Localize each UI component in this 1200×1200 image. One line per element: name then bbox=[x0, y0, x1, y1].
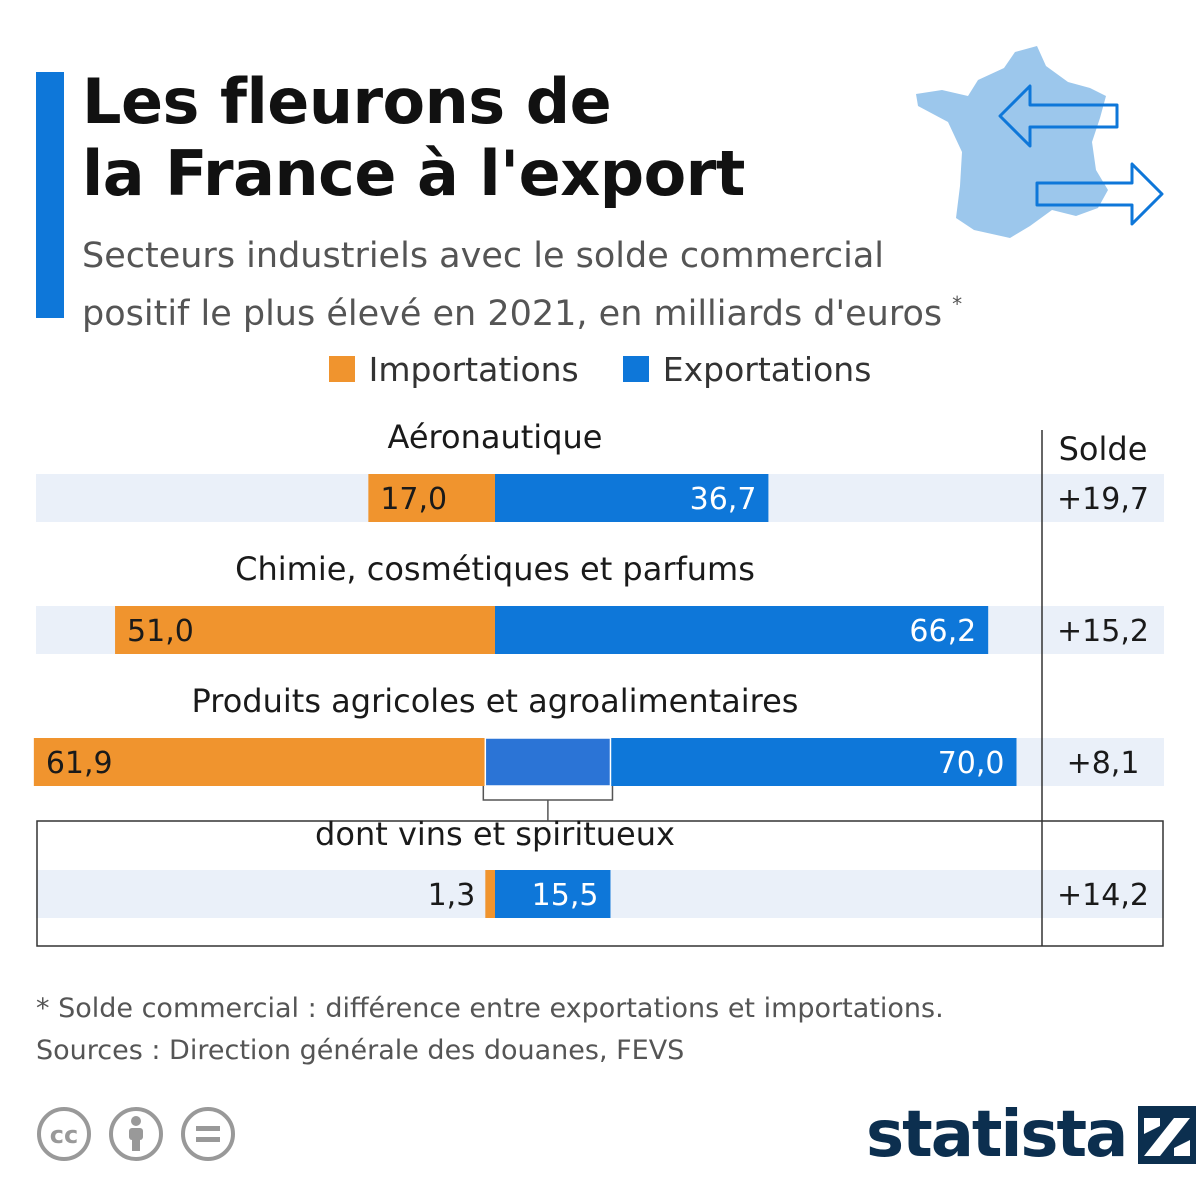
export-bar-1 bbox=[495, 606, 989, 654]
chart-title: Les fleurons de la France à l'export bbox=[82, 65, 745, 210]
legend: Importations Exportations bbox=[0, 348, 1200, 390]
subcategory-bracket bbox=[482, 786, 614, 801]
category-label-0: Aéronautique bbox=[388, 418, 603, 456]
balance-value-3: +14,2 bbox=[1057, 878, 1149, 913]
import-bar-0 bbox=[368, 474, 495, 522]
category-label-1: Chimie, cosmétiques et parfums bbox=[235, 550, 755, 588]
balance-value-0: +19,7 bbox=[1057, 482, 1149, 517]
subtitle-text: Secteurs industriels avec le solde comme… bbox=[82, 236, 943, 334]
accent-bar bbox=[36, 72, 64, 318]
france-map-icon bbox=[916, 46, 1164, 238]
arrow-right-icon bbox=[1035, 162, 1164, 226]
statista-logo-text: statista bbox=[866, 1098, 1128, 1172]
export-bar-3 bbox=[495, 870, 611, 918]
import-value-0: 17,0 bbox=[380, 482, 447, 517]
category-label-2: Produits agricoles et agroalimentaires bbox=[192, 682, 799, 720]
export-value-1: 66,2 bbox=[909, 614, 976, 649]
category-label-3: dont vins et spiritueux bbox=[315, 815, 675, 853]
attribution-icon[interactable] bbox=[108, 1106, 164, 1162]
export-value-3: 15,5 bbox=[532, 878, 599, 913]
svg-text:cc: cc bbox=[50, 1121, 78, 1149]
subcategory-highlight bbox=[484, 737, 612, 787]
import-value-1: 51,0 bbox=[127, 614, 194, 649]
subcategory-box bbox=[36, 820, 1164, 947]
import-bar-3 bbox=[485, 870, 495, 918]
statista-logo-icon bbox=[1138, 1106, 1197, 1164]
footnote: * Solde commercial : différence entre ex… bbox=[36, 993, 944, 1024]
chart-subtitle: Secteurs industriels avec le solde comme… bbox=[82, 232, 1002, 338]
legend-exports: Exportations bbox=[622, 349, 872, 389]
balance-value-2: +8,1 bbox=[1067, 746, 1140, 781]
legend-exports-label: Exportations bbox=[662, 349, 872, 389]
no-derivatives-icon[interactable] bbox=[180, 1106, 236, 1162]
subtitle-asterisk: * bbox=[952, 292, 963, 316]
arrow-left-icon bbox=[998, 84, 1119, 148]
export-value-2: 70,0 bbox=[938, 746, 1005, 781]
imports-swatch bbox=[328, 356, 355, 382]
legend-imports: Importations bbox=[328, 349, 579, 389]
legend-imports-label: Importations bbox=[368, 349, 579, 389]
sources: Sources : Direction générale des douanes… bbox=[36, 1035, 685, 1066]
exports-swatch bbox=[622, 356, 649, 382]
import-bar-2 bbox=[33, 738, 495, 786]
export-bar-0 bbox=[495, 474, 769, 522]
balance-header: Solde bbox=[1059, 430, 1148, 468]
export-value-0: 36,7 bbox=[690, 482, 757, 517]
footnote-block: * Solde commercial : différence entre ex… bbox=[36, 988, 944, 1072]
creative-commons-icon[interactable]: cc bbox=[36, 1106, 92, 1162]
statista-brand[interactable]: statista bbox=[866, 1098, 1197, 1172]
balance-value-1: +15,2 bbox=[1057, 614, 1149, 649]
import-value-3: 1,3 bbox=[428, 878, 476, 913]
france-shape bbox=[916, 46, 1108, 238]
import-bar-1 bbox=[115, 606, 496, 654]
import-value-2: 61,9 bbox=[46, 746, 113, 781]
license-icons: cc bbox=[36, 1106, 252, 1162]
